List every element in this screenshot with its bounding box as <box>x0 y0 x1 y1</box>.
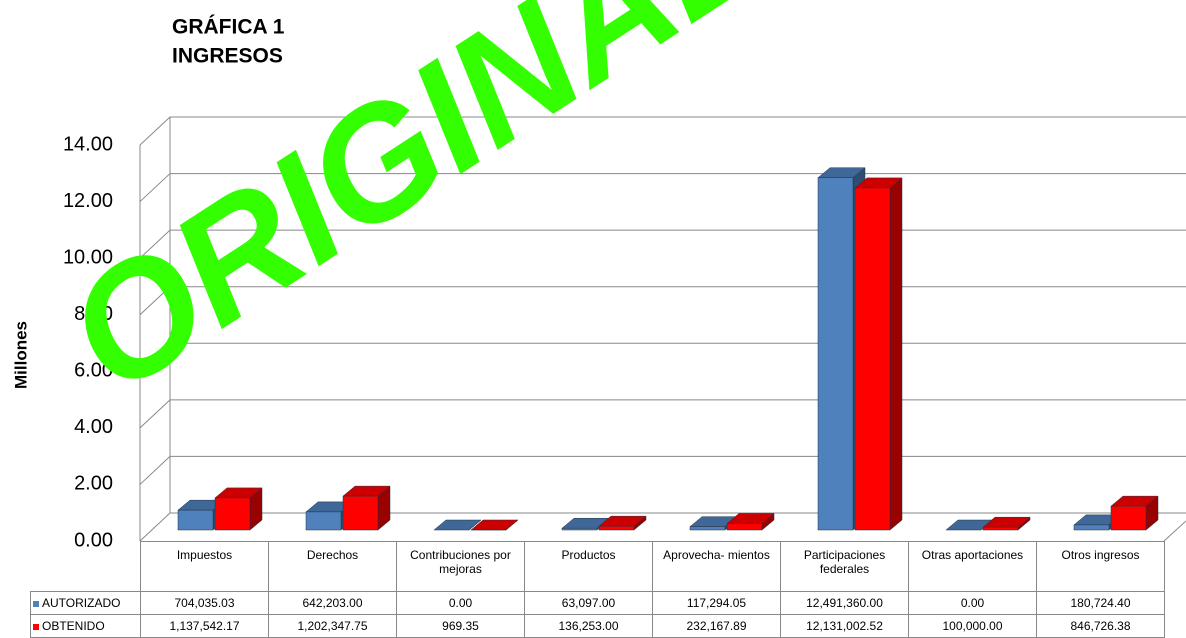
watermark: ORIGINAL <box>36 0 789 427</box>
legend-label: AUTORIZADO <box>42 596 120 610</box>
y-tick-label: 4.00 <box>74 416 113 438</box>
data-label: 232,167.89 <box>653 615 781 638</box>
legend-label: OBTENIDO <box>42 619 105 633</box>
x-tick-label: Derechos <box>269 542 397 592</box>
x-tick-label: Aprovecha- mientos <box>653 542 781 592</box>
chart-subtitle: INGRESOS <box>172 45 283 68</box>
grid-line <box>140 343 1186 371</box>
bar <box>562 528 597 530</box>
grid-line <box>140 456 1186 484</box>
floor-edge <box>1164 521 1186 541</box>
bar <box>1074 525 1109 530</box>
data-label: 12,491,360.00 <box>781 592 909 615</box>
data-label: 180,724.40 <box>1037 592 1165 615</box>
table-corner <box>31 542 141 592</box>
y-tick-label: 2.00 <box>74 473 113 495</box>
data-label: 12,131,002.52 <box>781 615 909 638</box>
bar <box>818 178 853 530</box>
data-label: 0.00 <box>397 592 525 615</box>
x-tick-label: Impuestos <box>141 542 269 592</box>
bar <box>690 527 725 530</box>
bar <box>727 523 762 530</box>
bar <box>215 498 250 530</box>
y-tick-label: 14.00 <box>63 133 113 155</box>
data-label: 1,202,347.75 <box>269 615 397 638</box>
x-tick-label: Otros ingresos <box>1037 542 1165 592</box>
legend-entry: OBTENIDO <box>31 615 141 638</box>
y-axis-label: Millones <box>11 321 30 389</box>
data-label: 846,726.38 <box>1037 615 1165 638</box>
x-tick-label: Productos <box>525 542 653 592</box>
bar <box>306 512 341 530</box>
chart-title: GRÁFICA 1 <box>172 16 285 39</box>
legend-swatch <box>33 601 39 607</box>
data-label: 136,253.00 <box>525 615 653 638</box>
bar <box>343 496 378 530</box>
data-label: 100,000.00 <box>909 615 1037 638</box>
data-label: 0.00 <box>909 592 1037 615</box>
grid-line <box>140 400 1186 428</box>
legend-entry: AUTORIZADO <box>31 592 141 615</box>
bar-side <box>890 178 902 530</box>
bar <box>599 526 634 530</box>
bar <box>983 527 1018 530</box>
bar <box>1111 506 1146 530</box>
data-label: 117,294.05 <box>653 592 781 615</box>
x-tick-label: Participaciones federales <box>781 542 909 592</box>
data-label: 63,097.00 <box>525 592 653 615</box>
x-tick-label: Contribuciones por mejoras <box>397 542 525 592</box>
data-label: 704,035.03 <box>141 592 269 615</box>
y-tick-label: 12.00 <box>63 190 113 212</box>
data-label: 642,203.00 <box>269 592 397 615</box>
x-tick-label: Otras aportaciones <box>909 542 1037 592</box>
data-label: 969.35 <box>397 615 525 638</box>
bar <box>178 510 213 530</box>
data-label: 1,137,542.17 <box>141 615 269 638</box>
legend-swatch <box>33 624 39 630</box>
bar <box>855 188 890 530</box>
